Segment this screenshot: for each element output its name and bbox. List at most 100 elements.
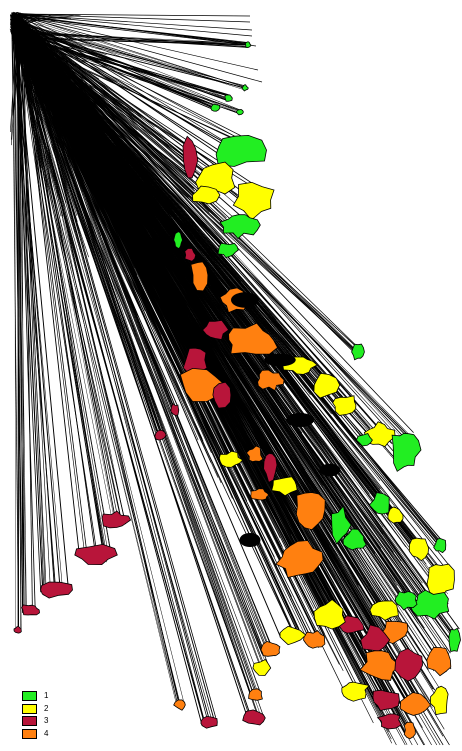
region-class-1 xyxy=(235,108,244,116)
region-class-2 xyxy=(192,185,221,205)
projection-line xyxy=(10,30,320,523)
region-class-1 xyxy=(391,432,422,472)
region-class-4 xyxy=(303,629,326,649)
projection-line xyxy=(23,29,357,355)
projection-line xyxy=(15,30,55,588)
region-class-2 xyxy=(429,685,449,716)
legend-item-3: 3 xyxy=(22,715,82,728)
map-legend: 1 2 3 4 xyxy=(22,690,82,740)
region-class-2 xyxy=(195,161,236,195)
projection-line-cluster xyxy=(264,353,296,367)
projection-line xyxy=(16,29,279,327)
region-class-2 xyxy=(369,600,399,621)
region-class-4 xyxy=(190,261,209,292)
region-class-4 xyxy=(359,650,401,681)
projection-line xyxy=(10,20,203,440)
region-class-3 xyxy=(376,713,402,730)
region-class-3 xyxy=(394,648,424,682)
region-class-4 xyxy=(426,646,452,677)
projection-line xyxy=(23,29,413,447)
legend-label-3: 3 xyxy=(44,716,49,726)
projection-line-cluster xyxy=(286,413,314,427)
projection-line xyxy=(19,29,302,368)
projection-line xyxy=(21,27,248,87)
region-class-2 xyxy=(232,181,275,221)
region-class-1 xyxy=(433,537,447,554)
region-class-2 xyxy=(408,537,430,562)
region-class-3 xyxy=(202,319,230,340)
projection-line xyxy=(14,17,22,633)
region-class-1 xyxy=(355,433,373,447)
projection-line xyxy=(11,13,253,31)
projection-line xyxy=(19,30,78,222)
projection-line xyxy=(15,12,297,424)
projection-line xyxy=(18,24,342,616)
region-class-2 xyxy=(313,372,341,399)
projection-line xyxy=(16,23,107,56)
region-class-1 xyxy=(241,84,249,92)
region-class-4 xyxy=(250,488,270,501)
legend-label-4: 4 xyxy=(44,728,49,738)
projection-line xyxy=(19,23,85,549)
projection-line-cluster xyxy=(231,292,259,308)
legend-swatch-1 xyxy=(22,691,37,702)
region-class-3 xyxy=(74,543,118,566)
map-regions xyxy=(13,41,461,740)
projection-line xyxy=(11,24,427,565)
projection-line xyxy=(12,31,178,708)
projection-line xyxy=(18,19,398,586)
region-class-3 xyxy=(360,624,391,652)
projection-line xyxy=(12,29,315,609)
region-class-3 xyxy=(13,625,22,634)
region-class-3 xyxy=(212,381,232,409)
region-class-1 xyxy=(217,242,239,258)
projection-line xyxy=(12,28,64,217)
projection-line xyxy=(11,17,189,198)
region-class-1 xyxy=(368,492,390,515)
projection-line xyxy=(21,25,237,113)
region-class-4 xyxy=(173,699,186,711)
projection-line xyxy=(17,21,248,716)
projection-line xyxy=(12,17,392,649)
projection-line xyxy=(12,17,331,590)
projection-line xyxy=(11,13,259,71)
region-class-2 xyxy=(218,450,244,468)
region-class-1 xyxy=(448,627,461,652)
projection-line xyxy=(18,19,217,110)
projection-line xyxy=(16,27,21,101)
projection-line xyxy=(18,19,242,279)
region-class-4 xyxy=(260,640,281,657)
region-class-1 xyxy=(224,94,233,102)
region-class-1 xyxy=(331,505,352,545)
region-class-3 xyxy=(184,248,197,262)
projection-line xyxy=(16,18,239,113)
projection-line xyxy=(16,30,85,248)
projection-line xyxy=(17,18,158,128)
projection-line xyxy=(17,22,248,140)
projection-line xyxy=(19,30,45,596)
region-class-4 xyxy=(275,540,324,578)
region-class-1 xyxy=(244,41,252,49)
region-class-1 xyxy=(219,214,261,240)
projection-line xyxy=(14,31,16,632)
region-class-3 xyxy=(372,689,400,711)
region-class-1 xyxy=(394,591,418,611)
region-class-3 xyxy=(242,709,266,726)
projection-line xyxy=(10,14,422,609)
region-class-4 xyxy=(403,721,416,740)
projection-line xyxy=(14,17,98,557)
projection-line xyxy=(16,31,138,131)
projection-line xyxy=(11,13,263,83)
projection-line-cluster xyxy=(239,533,261,547)
projection-line xyxy=(18,25,337,542)
projection-line xyxy=(21,31,258,695)
region-class-1 xyxy=(351,343,365,361)
projection-line xyxy=(12,28,416,716)
projection-line xyxy=(10,21,81,252)
region-class-4 xyxy=(295,492,326,531)
projection-line xyxy=(17,21,91,113)
legend-item-1: 1 xyxy=(22,690,82,703)
projection-line xyxy=(13,33,181,707)
region-class-1 xyxy=(173,231,183,250)
projection-line xyxy=(11,13,251,17)
